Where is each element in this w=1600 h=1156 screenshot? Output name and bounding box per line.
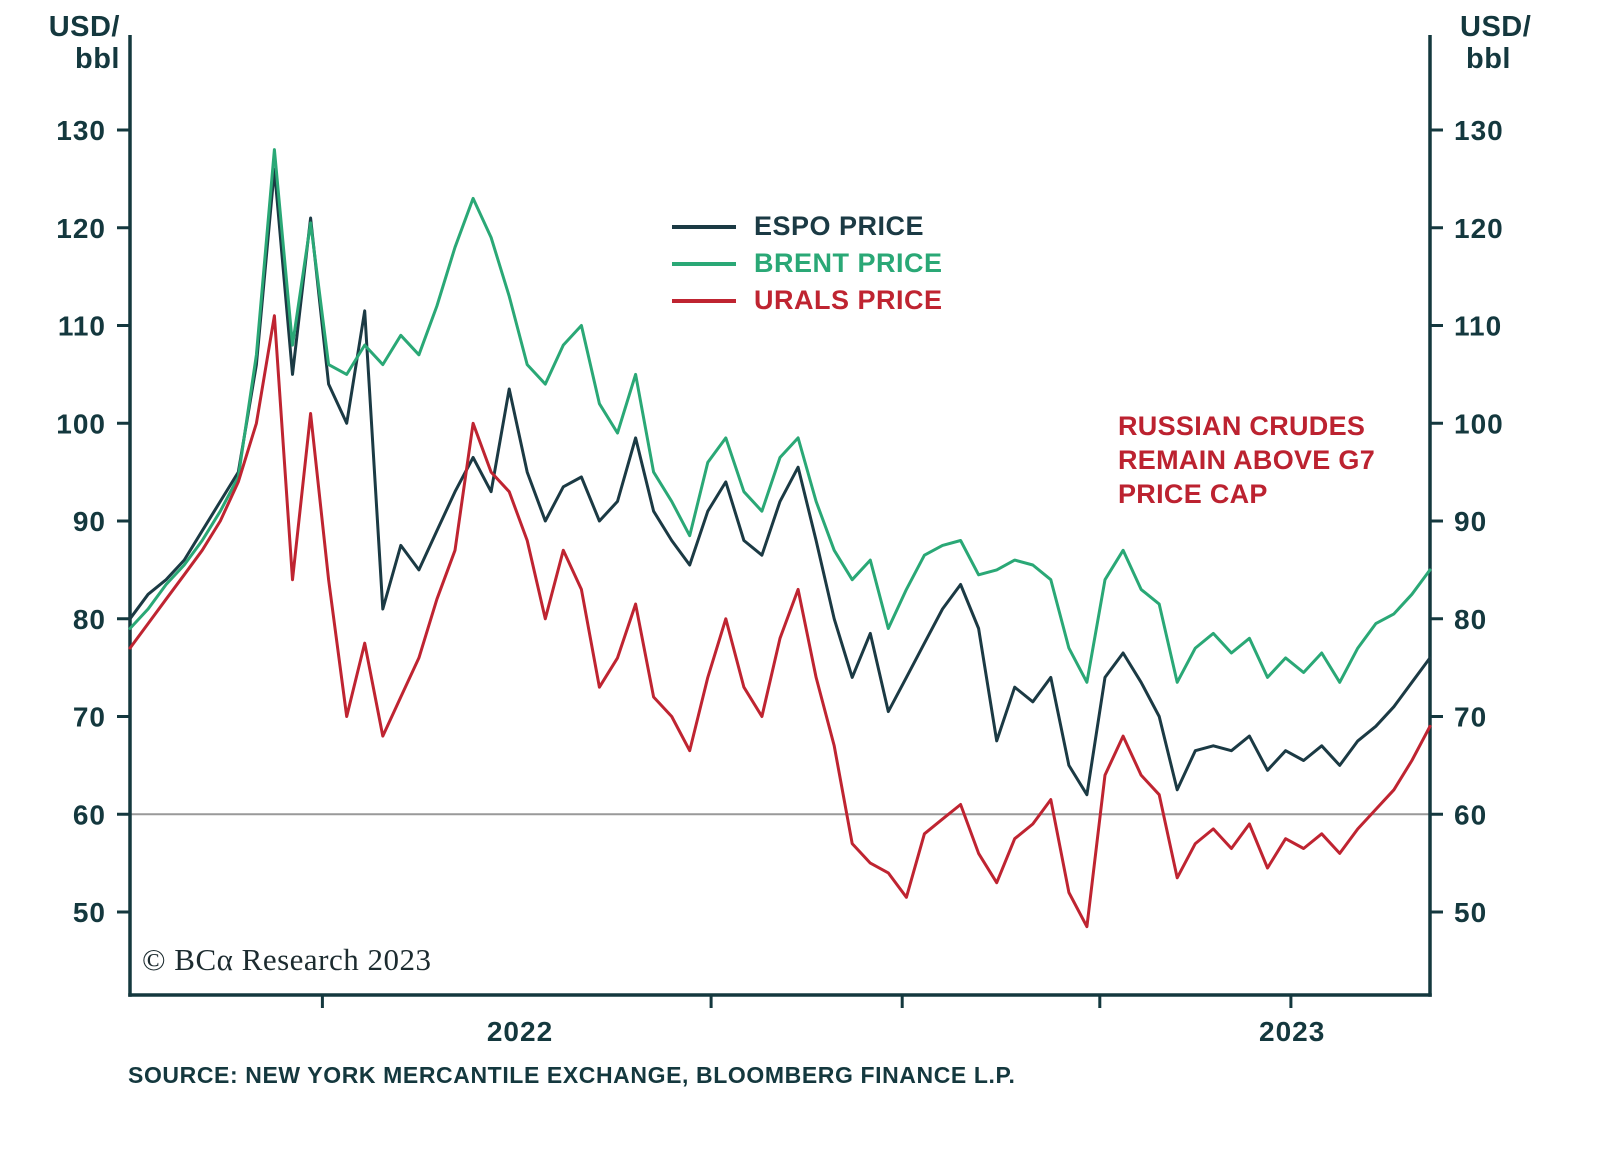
svg-text:60: 60 [73,799,106,830]
y-axis-unit-left: USD/ bbl [38,11,120,76]
svg-text:120: 120 [56,213,106,244]
source-note: SOURCE: NEW YORK MERCANTILE EXCHANGE, BL… [128,1062,1016,1088]
annotation-line-2: REMAIN ABOVE G7 [1118,444,1376,475]
legend-label-brent: BRENT PRICE [754,248,943,278]
svg-text:110: 110 [58,311,106,342]
urals-line-swatch [672,298,736,303]
svg-text:70: 70 [73,702,106,733]
svg-text:120: 120 [1454,213,1504,244]
svg-text:80: 80 [73,604,106,635]
brent-line-swatch [672,261,736,266]
svg-text:130: 130 [56,115,106,146]
y-axis-unit-right-line1: USD/ [1460,11,1532,43]
annotation-line-3: PRICE CAP [1118,478,1268,509]
svg-text:110: 110 [1454,311,1502,342]
legend-label-urals: URALS PRICE [754,285,943,315]
legend-item-espo: ESPO PRICE [672,208,943,245]
y-axis-unit-right-line2: bbl [1466,42,1511,75]
y-axis-unit-left-line1: USD/ [48,11,120,43]
svg-text:90: 90 [73,506,106,537]
svg-text:50: 50 [73,897,106,928]
espo-line-swatch [672,224,736,229]
annotation-line-1: RUSSIAN CRUDES [1118,411,1366,441]
legend-item-urals: URALS PRICE [672,282,943,319]
svg-text:130: 130 [1454,115,1504,146]
svg-text:60: 60 [1454,799,1487,830]
copyright-note: © BCα Research 2023 [142,942,432,977]
svg-text:80: 80 [1454,604,1487,635]
legend-item-brent: BRENT PRICE [672,245,943,282]
x-axis-label-2022: 2022 [486,1016,554,1047]
svg-text:90: 90 [1454,506,1487,537]
x-axis-label-2023: 2023 [1259,1016,1326,1047]
svg-text:100: 100 [1454,408,1504,439]
y-axis-unit-right: USD/ bbl [1460,11,1550,76]
svg-text:50: 50 [1454,897,1487,928]
legend-label-espo: ESPO PRICE [754,211,925,241]
price-cap-annotation: RUSSIAN CRUDES REMAIN ABOVE G7 PRICE CAP [1118,410,1375,511]
svg-text:100: 100 [56,408,106,439]
legend: ESPO PRICE BRENT PRICE URALS PRICE [672,208,943,319]
svg-text:70: 70 [1454,702,1487,733]
y-axis-unit-left-line2: bbl [75,42,120,75]
